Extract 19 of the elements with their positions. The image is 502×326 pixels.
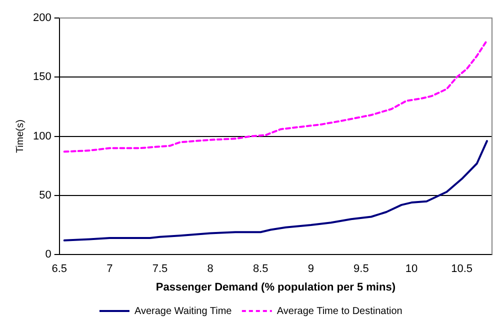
y-tick-label: 100 [32, 130, 52, 142]
y-axis-title: Time(s) [14, 120, 26, 154]
x-tick-label: 8.5 [252, 263, 268, 276]
y-tick-label: 150 [32, 71, 52, 84]
legend-label: Average Waiting Time [134, 306, 232, 317]
x-axis-title: Passenger Demand (% population per 5 mins) [156, 281, 396, 294]
x-tick-label: 9 [308, 263, 314, 276]
x-tick-label: 7 [106, 263, 113, 276]
legend-label: Average Time to Destination [276, 306, 402, 317]
x-tick-label: 10.5 [451, 263, 473, 276]
x-tick-label: 6.5 [52, 263, 67, 276]
y-tick-label: 50 [39, 189, 52, 202]
y-tick-label: 200 [32, 12, 52, 24]
y-tick-label: 0 [45, 248, 52, 261]
x-tick-label: 7.5 [152, 263, 168, 276]
x-tick-label: 10 [405, 263, 418, 276]
line-series [63, 39, 488, 153]
x-tick-label: 9.5 [354, 263, 369, 276]
x-tick-label: 8 [207, 263, 214, 276]
